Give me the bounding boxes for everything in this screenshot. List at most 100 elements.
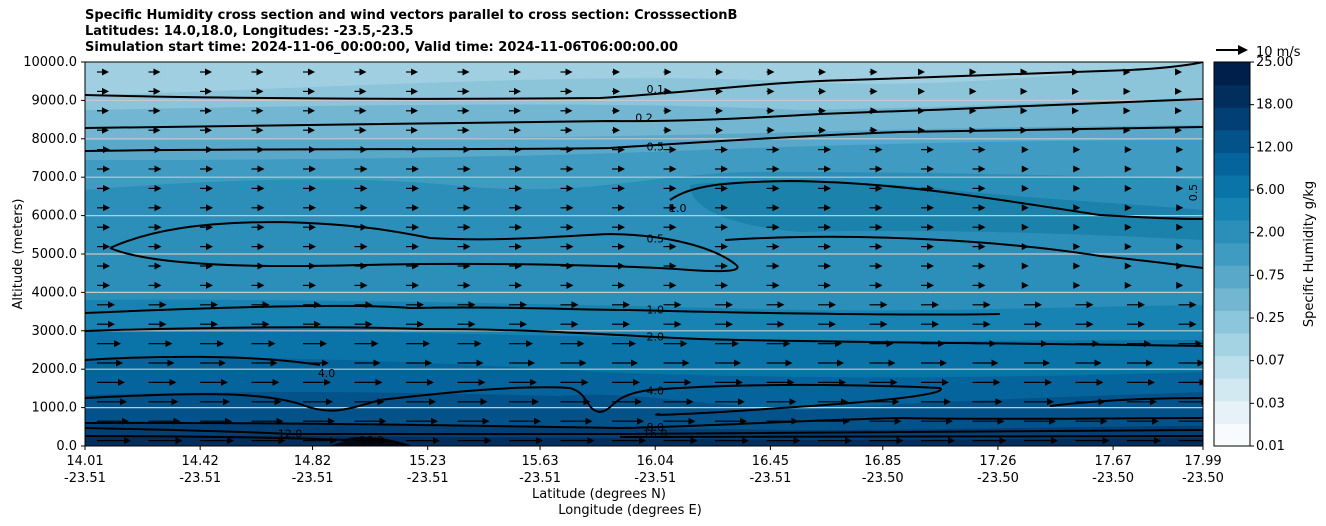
wind-vector-head bbox=[205, 107, 212, 115]
colorbar-tick-label: 0.75 bbox=[1256, 268, 1285, 283]
wind-vector-head bbox=[946, 417, 953, 425]
wind-vector-head bbox=[566, 281, 574, 289]
wind-vector-head bbox=[726, 320, 733, 328]
wind-vector-head bbox=[256, 87, 264, 95]
wind-vector-head bbox=[108, 320, 115, 328]
wind-vector-head bbox=[927, 223, 934, 231]
wind-vector-head bbox=[463, 281, 471, 289]
y-tick-label: 4000.0 bbox=[32, 285, 78, 300]
wind-vector-head bbox=[365, 301, 373, 309]
wind-vector-head bbox=[875, 146, 883, 154]
wind-vector-head bbox=[423, 340, 430, 348]
wind-vector-head bbox=[206, 146, 213, 154]
wind-vector-head bbox=[175, 437, 183, 445]
x-tick-label-lon: -23.51 bbox=[179, 471, 221, 486]
wind-vector-head bbox=[411, 87, 418, 95]
wind-vector-head bbox=[1124, 262, 1132, 270]
wind-vector-head bbox=[308, 68, 315, 76]
colorbar-band bbox=[1214, 242, 1250, 266]
wind-vector-head bbox=[669, 243, 677, 251]
grid-lines bbox=[85, 99, 1203, 409]
wind-vector-head bbox=[870, 87, 878, 95]
wind-vector-head bbox=[721, 243, 728, 251]
wind-vector-head bbox=[577, 340, 585, 348]
wind-vector-head bbox=[103, 243, 110, 251]
wind-vector-head bbox=[1098, 398, 1106, 406]
colorbar-band bbox=[1214, 197, 1250, 221]
wind-vector-head bbox=[772, 262, 780, 270]
wind-vector-head bbox=[579, 359, 587, 367]
wind-vector-head bbox=[875, 223, 883, 231]
wind-vector-head bbox=[819, 87, 826, 95]
wind-vector-head bbox=[124, 437, 131, 445]
y-axis-label: Altitude (meters) bbox=[11, 199, 26, 310]
wind-vector-head bbox=[1073, 204, 1081, 212]
contour-line-0.5-right bbox=[724, 235, 1203, 269]
wind-vector-head bbox=[978, 165, 986, 173]
wind-vector-head bbox=[785, 359, 793, 367]
wind-vector-head bbox=[314, 320, 321, 328]
colorbar-band bbox=[1214, 62, 1250, 86]
wind-vector-head bbox=[565, 107, 573, 115]
contour-label-text: 2.0 bbox=[646, 331, 664, 344]
wind-vector-head bbox=[688, 417, 696, 425]
wind-vector-head bbox=[257, 262, 265, 270]
wind-vector-head bbox=[829, 320, 836, 328]
wind-vector-head bbox=[359, 126, 367, 134]
wind-vector-head bbox=[154, 223, 162, 231]
wind-vector-head bbox=[1152, 417, 1159, 425]
wind-vector-head bbox=[983, 320, 991, 328]
wind-vector-head bbox=[669, 223, 677, 231]
wind-vector-head bbox=[995, 398, 1003, 406]
wind-vector-head bbox=[360, 223, 368, 231]
wind-vector-head bbox=[888, 359, 896, 367]
wind-vector-head bbox=[819, 107, 826, 115]
wind-vector-head bbox=[411, 107, 418, 115]
wind-vector-head bbox=[1021, 146, 1029, 154]
wind-vector-head bbox=[154, 184, 162, 192]
wind-vector-head bbox=[360, 165, 368, 173]
wind-vector-head bbox=[520, 320, 527, 328]
wind-vector-head bbox=[482, 417, 490, 425]
x-tick-label-lon: -23.50 bbox=[1092, 471, 1134, 486]
wind-vector-head bbox=[991, 359, 999, 367]
x-tick-label-lat: 14.82 bbox=[294, 454, 331, 469]
wind-vector-head bbox=[1189, 320, 1197, 328]
wind-vector-head bbox=[515, 146, 522, 154]
wind-vector-head bbox=[587, 437, 595, 445]
wind-vector-head bbox=[686, 398, 694, 406]
wind-vector-head bbox=[938, 340, 945, 348]
wind-vector-head bbox=[206, 223, 213, 231]
wind-vector-head bbox=[476, 359, 484, 367]
wind-vector-head bbox=[565, 126, 573, 134]
wind-vector-head bbox=[322, 359, 329, 367]
wind-vector-head bbox=[514, 126, 521, 134]
wind-vector-head bbox=[515, 243, 522, 251]
contour-line-16.0 bbox=[85, 435, 1203, 446]
contour-label: 0.5 bbox=[1187, 184, 1200, 202]
colorbar: 0.01 0.03 0.07 0.25 0.75 2.00 6.00 12.00 18.00 25… bbox=[1213, 55, 1293, 454]
wind-vector-head bbox=[932, 320, 939, 328]
wind-vector-head bbox=[1150, 398, 1157, 406]
wind-vector-head bbox=[927, 204, 934, 212]
contour-label: 4.0 bbox=[318, 367, 336, 380]
wind-vector-head bbox=[791, 417, 799, 425]
wind-vector-head bbox=[1072, 107, 1079, 115]
wind-vector-head bbox=[1096, 378, 1104, 386]
wind-vector-head bbox=[377, 398, 385, 406]
wind-vector-head bbox=[165, 340, 173, 348]
y-tick-label: 1000.0 bbox=[32, 401, 78, 416]
colorbar-band bbox=[1214, 378, 1250, 402]
wind-vector-head bbox=[257, 243, 265, 251]
wind-vector-head bbox=[740, 417, 747, 425]
wind-vector-head bbox=[360, 262, 368, 270]
wind-vector-head bbox=[1124, 165, 1132, 173]
wind-vector-head bbox=[684, 378, 692, 386]
wind-vector-head bbox=[1073, 223, 1081, 231]
wind-vector-head bbox=[738, 398, 745, 406]
wind-vector-head bbox=[978, 243, 986, 251]
wind-vector-head bbox=[880, 320, 888, 328]
wind-vector-head bbox=[360, 184, 368, 192]
wind-vector-head bbox=[581, 378, 589, 386]
contour-label-text: 0.5 bbox=[646, 233, 664, 246]
